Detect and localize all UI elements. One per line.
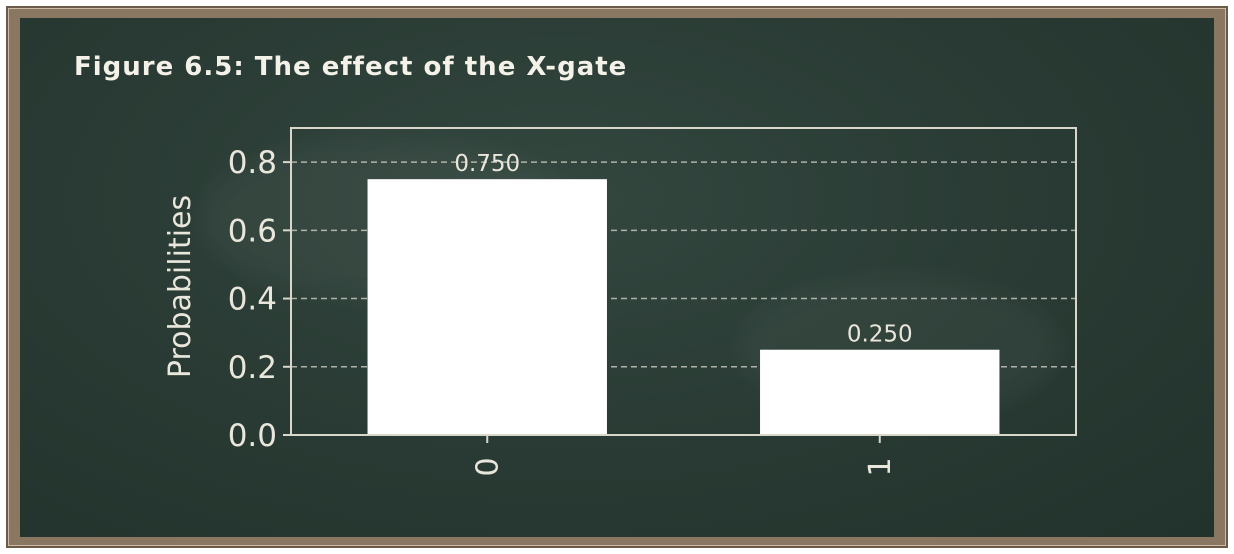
x-tick-label: 1 xyxy=(863,457,898,476)
y-tick-label: 0.6 xyxy=(228,213,277,249)
value-label: 0.250 xyxy=(847,322,913,348)
bar-1 xyxy=(760,350,999,435)
y-axis-label: Probabilities xyxy=(163,195,198,378)
y-tick-label: 0.4 xyxy=(228,282,277,318)
y-tick-label: 0.8 xyxy=(228,145,277,181)
bar-0 xyxy=(368,179,607,435)
value-label: 0.750 xyxy=(454,151,520,177)
bars xyxy=(368,179,1000,435)
y-ticks: 0.0 0.2 0.4 0.6 0.8 xyxy=(228,145,291,454)
y-tick-label: 0.2 xyxy=(228,350,277,386)
y-tick-label: 0.0 xyxy=(228,418,277,454)
x-tick-label: 0 xyxy=(470,457,505,476)
